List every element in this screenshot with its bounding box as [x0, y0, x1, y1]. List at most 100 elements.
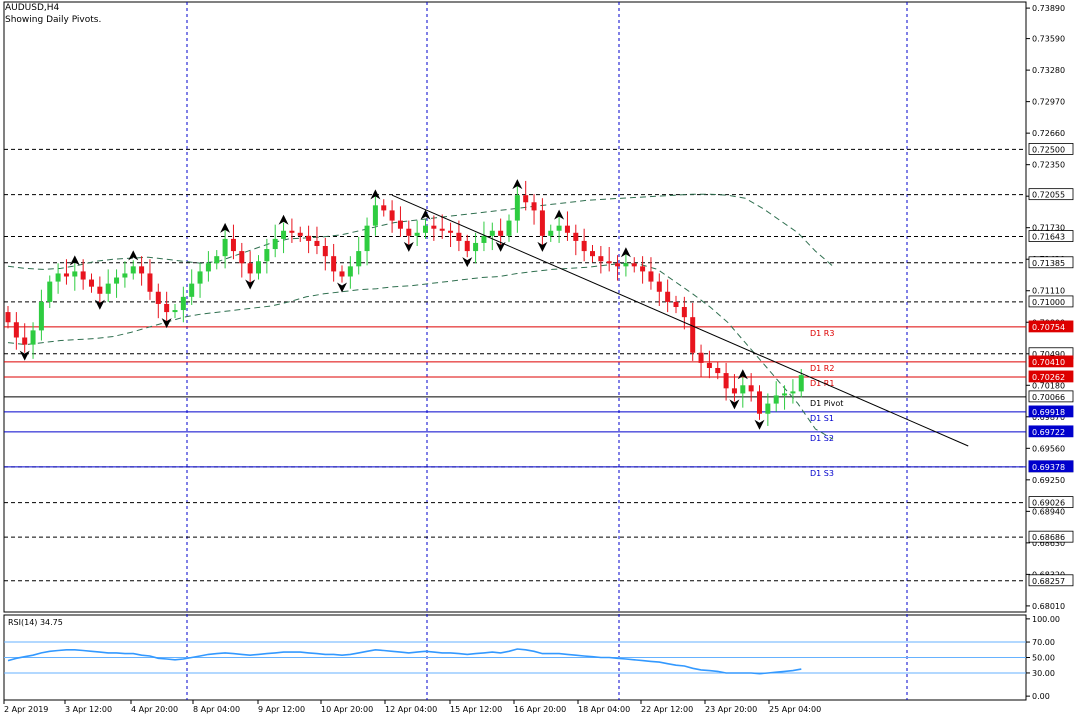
time-tick-label: 25 Apr 04:00 — [769, 705, 821, 714]
candle-body — [556, 225, 562, 231]
price-tick-label: 0.72970 — [1032, 98, 1065, 107]
candle-body — [13, 322, 19, 338]
fractal-down-icon — [495, 241, 506, 252]
candle-body — [564, 225, 570, 233]
pivot-label-d1-pivot: D1 Pivot — [810, 399, 843, 408]
pivot-label-d1-r3: D1 R3 — [810, 329, 834, 338]
fractal-up-icon — [420, 209, 431, 220]
rsi-line — [7, 648, 802, 675]
candle-body — [339, 271, 345, 277]
time-tick-label: 8 Apr 04:00 — [193, 705, 240, 714]
candle-body — [72, 271, 78, 277]
candle-body — [55, 273, 61, 282]
candle-body — [164, 303, 170, 313]
candle-body — [147, 273, 153, 292]
rsi-tick-label: 100.00 — [1032, 615, 1060, 624]
candle-body — [205, 263, 211, 272]
candle-body — [715, 368, 721, 374]
fractal-up-icon — [620, 247, 631, 258]
price-tick-label: 0.73590 — [1032, 35, 1065, 44]
candle-body — [347, 266, 353, 277]
fractal-down-icon — [245, 279, 256, 290]
candle-body — [598, 256, 604, 262]
candle-body — [790, 391, 796, 394]
candle-body — [230, 238, 236, 252]
pivot-price-label: 0.69918 — [1032, 408, 1065, 417]
candle-body — [38, 301, 44, 331]
time-tick-label: 16 Apr 20:00 — [514, 705, 566, 714]
candle-body — [297, 232, 303, 236]
fractal-down-icon — [19, 350, 30, 361]
time-tick-label: 15 Apr 12:00 — [450, 705, 502, 714]
price-tick-label: 0.73280 — [1032, 66, 1065, 75]
pivot-label-d1-r2: D1 R2 — [810, 364, 834, 373]
candle-body — [256, 261, 261, 274]
candle-body — [448, 230, 454, 233]
upper-band-line — [7, 193, 834, 270]
time-tick-label: 2 Apr 2019 — [4, 705, 48, 714]
candle-body — [731, 388, 737, 394]
candle-body — [723, 373, 729, 389]
pivot-price-box — [1028, 425, 1074, 438]
level-price-label: 0.69026 — [1032, 499, 1065, 508]
time-tick-label: 10 Apr 20:00 — [321, 705, 373, 714]
candle-body — [364, 225, 370, 252]
candle-body — [397, 220, 403, 229]
candle-body — [130, 266, 136, 274]
pivot-label-d1-s1: D1 S1 — [810, 414, 834, 423]
candle-body — [498, 230, 504, 236]
pivot-label-d1-r1: D1 R1 — [810, 379, 834, 388]
level-price-box — [1028, 256, 1074, 269]
time-tick-label: 18 Apr 04:00 — [578, 705, 630, 714]
pivot-price-box — [1028, 370, 1074, 383]
candle-body — [665, 291, 671, 302]
fractal-up-icon — [69, 255, 80, 266]
pivot-price-label: 0.69378 — [1032, 463, 1065, 472]
candle-body — [30, 330, 36, 345]
candle-body — [214, 256, 220, 264]
candle-body — [456, 232, 462, 241]
candle-body — [180, 296, 186, 311]
candle-body — [306, 235, 312, 241]
trendline — [391, 194, 969, 447]
pivot-price-label: 0.70262 — [1032, 373, 1065, 382]
rsi-label: RSI(14) 34.75 — [8, 618, 63, 627]
candle-body — [222, 238, 228, 257]
candle-body — [122, 273, 128, 278]
candle-body — [464, 240, 470, 252]
price-axis: 0.73890 0.73590 0.73280 0.72970 0.72660 0.723… — [1026, 4, 1074, 611]
candle-body — [765, 403, 771, 414]
pivot-label-d1-s2: D1 S2 — [810, 434, 834, 443]
time-tick-label: 3 Apr 12:00 — [65, 705, 112, 714]
candle-body — [523, 195, 529, 203]
candle-body — [97, 286, 103, 294]
fractal-up-icon — [512, 179, 523, 190]
candle-body — [63, 273, 69, 277]
fractal-up-icon — [737, 369, 748, 380]
pivot-price-box — [1028, 355, 1074, 368]
time-tick-label: 9 Apr 12:00 — [258, 705, 305, 714]
price-tick-label: 0.69560 — [1032, 444, 1065, 453]
candle-body — [531, 202, 537, 211]
pivot-price-box — [1028, 320, 1074, 333]
price-tick-label: 0.69250 — [1032, 476, 1065, 485]
candle-body — [489, 230, 495, 236]
candle-body — [389, 210, 395, 221]
level-price-label: 0.72500 — [1032, 145, 1065, 154]
candle-body — [539, 210, 545, 236]
candle-body — [197, 271, 203, 284]
level-price-label: 0.68686 — [1032, 533, 1065, 542]
fractal-down-icon — [729, 399, 740, 410]
candle-body — [590, 251, 595, 257]
candle-body — [239, 251, 245, 264]
level-price-box — [1028, 295, 1074, 308]
pivot-price-label: 0.69722 — [1032, 428, 1065, 437]
time-tick-label: 4 Apr 20:00 — [131, 705, 178, 714]
candle-body — [548, 230, 554, 236]
fractal-up-icon — [278, 214, 289, 225]
candle-body — [423, 225, 428, 233]
candle-body — [706, 362, 712, 368]
candle-body — [155, 291, 161, 304]
fractal-down-icon — [537, 241, 548, 252]
